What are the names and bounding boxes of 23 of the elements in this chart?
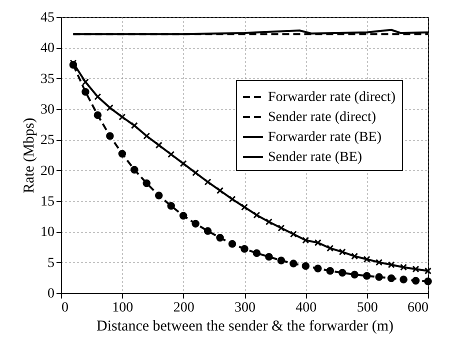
y-tick-label: 5 [48,256,54,271]
y-tick-label: 40 [40,41,54,56]
legend-label: Forwarder rate (BE) [268,130,382,145]
y-tick-label: 35 [40,72,54,87]
y-tick-label: 30 [40,102,54,118]
x-tick-label: 500 [356,300,378,316]
y-axis-title: Rate (Mbps) [22,118,38,194]
x-tick-label: 100 [112,300,134,316]
y-tick-label: 0 [48,286,54,302]
x-tick-label: 300 [234,300,256,316]
x-axis-title: Distance between the sender & the forwarder (m) [96,318,394,334]
y-tick-label: 45 [40,10,54,26]
y-tick-label: 20 [40,164,54,179]
legend-label: Forwarder rate (direct) [268,90,396,105]
x-tick-label: 200 [173,300,194,316]
legend-label: Sender rate (direct) [268,110,376,125]
legend-label: Sender rate (BE) [268,150,362,165]
x-tick-label: 600 [408,300,428,316]
y-tick-label: 10 [40,225,54,240]
y-tick-label: 25 [40,133,54,148]
y-tick-label: 15 [40,194,54,210]
x-tick-label: 400 [296,300,317,316]
x-tick-label: 0 [62,300,68,316]
